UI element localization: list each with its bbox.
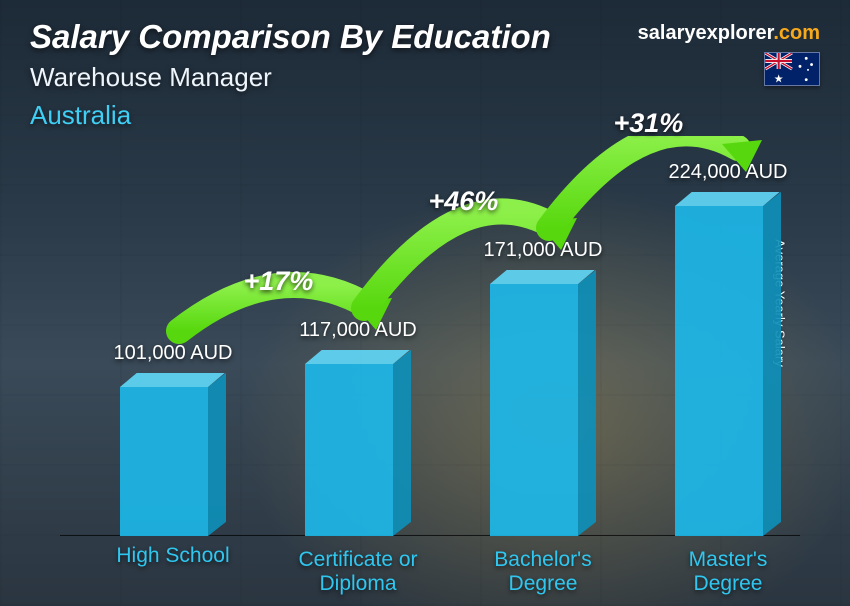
bar-category-label: Master'sDegree (628, 548, 828, 596)
flag-icon (764, 52, 820, 86)
brand-name: salaryexplorer (638, 22, 774, 44)
bar-value-label: 117,000 AUD (258, 319, 458, 342)
chart-country: Australia (30, 100, 131, 131)
chart-subtitle: Warehouse Manager (30, 62, 272, 93)
percent-increase-label: +46% (429, 186, 499, 217)
bar-front (675, 206, 763, 536)
bar-side (208, 373, 226, 536)
bar (675, 192, 781, 536)
bar-top (490, 270, 595, 284)
chart-canvas: Salary Comparison By Education Warehouse… (0, 0, 850, 606)
bar-side (763, 192, 781, 536)
bar-side (393, 350, 411, 536)
bar (120, 373, 226, 536)
percent-increase-label: +31% (614, 108, 684, 139)
bar-value-label: 171,000 AUD (443, 239, 643, 262)
brand-label: salaryexplorer.com (638, 22, 820, 45)
chart-title: Salary Comparison By Education (30, 18, 551, 56)
bar-category-label: Bachelor'sDegree (443, 548, 643, 596)
bar-category-label: High School (73, 544, 273, 568)
bar-front (305, 364, 393, 536)
bar-front (120, 387, 208, 536)
bar-value-label: 101,000 AUD (73, 342, 273, 365)
percent-increase-label: +17% (244, 266, 314, 297)
bar-top (675, 192, 780, 206)
bar-chart: 101,000 AUD High School 117,000 AUD Certifi… (60, 136, 800, 596)
bar (490, 270, 596, 536)
bar-category-label: Certificate orDiploma (258, 548, 458, 596)
brand-domain: .com (773, 22, 820, 44)
bar-value-label: 224,000 AUD (628, 161, 828, 184)
bar (305, 350, 411, 536)
bar-front (490, 284, 578, 536)
bar-top (305, 350, 410, 364)
bar-side (578, 270, 596, 536)
bar-top (120, 373, 225, 387)
